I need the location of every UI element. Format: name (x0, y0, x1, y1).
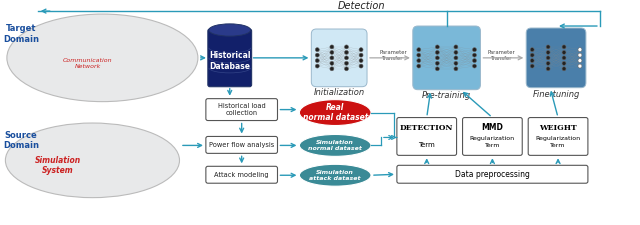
Circle shape (472, 53, 476, 57)
Circle shape (316, 53, 319, 57)
Text: Term: Term (484, 143, 500, 148)
Text: Regularization: Regularization (536, 136, 580, 141)
Circle shape (454, 45, 458, 49)
Circle shape (359, 53, 363, 57)
Circle shape (546, 61, 550, 65)
Circle shape (316, 48, 319, 52)
FancyBboxPatch shape (397, 117, 456, 155)
Text: Detection: Detection (337, 1, 385, 11)
Circle shape (417, 48, 420, 52)
Text: Historical load
collection: Historical load collection (218, 103, 266, 116)
Circle shape (454, 50, 458, 54)
Circle shape (530, 58, 534, 63)
Circle shape (344, 45, 348, 49)
Text: Regularization: Regularization (470, 136, 515, 141)
Text: Source
Domain: Source Domain (3, 131, 39, 150)
Circle shape (435, 45, 439, 49)
Ellipse shape (300, 164, 371, 186)
Ellipse shape (5, 123, 179, 198)
Circle shape (344, 67, 348, 71)
Text: MMD: MMD (481, 123, 503, 132)
Circle shape (330, 67, 334, 71)
FancyBboxPatch shape (526, 28, 586, 88)
Circle shape (472, 58, 476, 63)
Circle shape (578, 58, 582, 63)
FancyBboxPatch shape (397, 165, 588, 183)
FancyBboxPatch shape (206, 99, 278, 121)
Circle shape (454, 61, 458, 65)
Circle shape (344, 56, 348, 60)
Circle shape (330, 61, 334, 65)
FancyBboxPatch shape (528, 117, 588, 155)
FancyBboxPatch shape (206, 166, 278, 183)
Circle shape (330, 56, 334, 60)
Text: Pre-training: Pre-training (422, 91, 471, 100)
Text: Data preprocessing: Data preprocessing (455, 170, 530, 179)
Circle shape (316, 58, 319, 63)
Circle shape (417, 64, 420, 68)
Circle shape (578, 48, 582, 52)
Ellipse shape (209, 24, 251, 36)
Text: WEIGHT: WEIGHT (539, 124, 577, 131)
Text: Simulation
attack dataset: Simulation attack dataset (310, 170, 361, 181)
Ellipse shape (300, 100, 371, 126)
Circle shape (578, 64, 582, 68)
Circle shape (472, 48, 476, 52)
Circle shape (330, 45, 334, 49)
Text: Attack modeling: Attack modeling (214, 172, 269, 178)
Circle shape (530, 64, 534, 68)
Text: Power flow analysis: Power flow analysis (209, 142, 275, 148)
Circle shape (562, 45, 566, 49)
FancyBboxPatch shape (413, 26, 481, 90)
Circle shape (417, 53, 420, 57)
Circle shape (562, 56, 566, 60)
Circle shape (435, 67, 439, 71)
Text: Simulation
System: Simulation System (35, 156, 81, 175)
Circle shape (562, 50, 566, 54)
Circle shape (546, 50, 550, 54)
Circle shape (316, 64, 319, 68)
Circle shape (435, 50, 439, 54)
Circle shape (472, 64, 476, 68)
Text: Parameter
Transfer: Parameter Transfer (379, 50, 407, 61)
Circle shape (546, 45, 550, 49)
Circle shape (454, 67, 458, 71)
Text: Historical
Database: Historical Database (209, 51, 250, 71)
Circle shape (454, 56, 458, 60)
Ellipse shape (300, 135, 371, 156)
Circle shape (359, 64, 363, 68)
Circle shape (562, 67, 566, 71)
Circle shape (359, 48, 363, 52)
Circle shape (417, 58, 420, 63)
Text: Target
Domain: Target Domain (3, 24, 39, 44)
Circle shape (562, 61, 566, 65)
Text: DETECTION: DETECTION (400, 124, 453, 133)
FancyBboxPatch shape (463, 117, 522, 155)
Circle shape (530, 53, 534, 57)
Text: Term: Term (550, 143, 566, 148)
Circle shape (546, 67, 550, 71)
Circle shape (578, 53, 582, 57)
Ellipse shape (7, 14, 198, 102)
Circle shape (435, 56, 439, 60)
Text: Real
normal dataset: Real normal dataset (303, 103, 368, 122)
FancyBboxPatch shape (311, 29, 367, 87)
Circle shape (359, 58, 363, 63)
Circle shape (344, 61, 348, 65)
Circle shape (330, 50, 334, 54)
Text: Term: Term (419, 142, 435, 149)
Circle shape (344, 50, 348, 54)
Circle shape (435, 61, 439, 65)
Text: Fine-tuning: Fine-tuning (532, 90, 580, 99)
Text: Communication
Network: Communication Network (63, 58, 112, 69)
Circle shape (546, 56, 550, 60)
Text: Parameter
Transfer: Parameter Transfer (488, 50, 515, 61)
FancyBboxPatch shape (206, 136, 278, 153)
Text: Simulation
normal dataset: Simulation normal dataset (308, 140, 362, 151)
FancyBboxPatch shape (208, 29, 252, 87)
Circle shape (530, 48, 534, 52)
Text: Initialization: Initialization (314, 88, 365, 97)
